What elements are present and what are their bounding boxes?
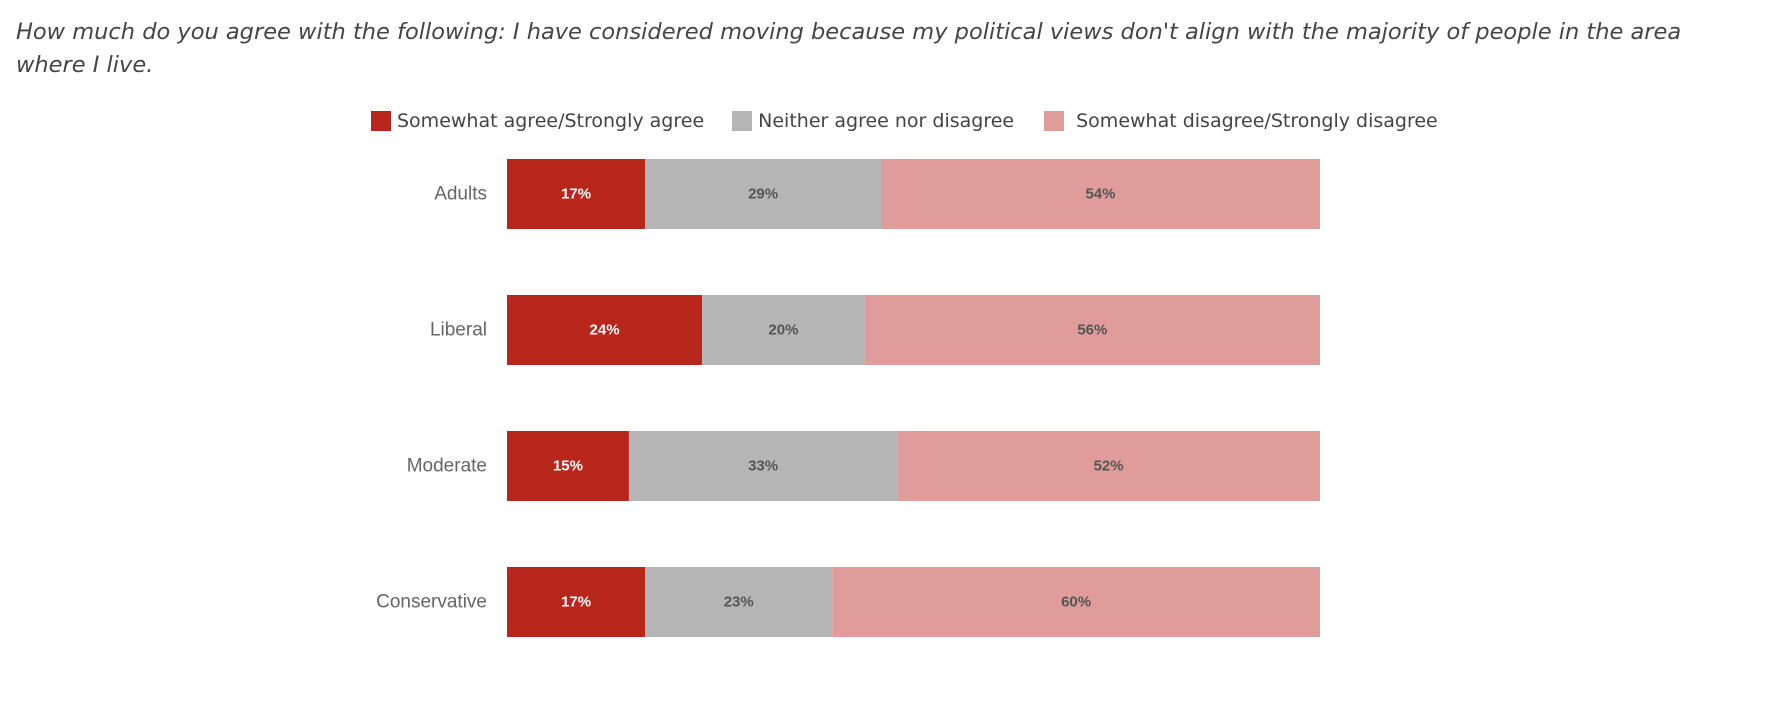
data-label-moderate-series-2: 33% <box>748 458 778 475</box>
data-label-liberal-series-3: 56% <box>1077 322 1107 339</box>
legend-label-disagree: Somewhat disagree/Strongly disagree <box>1076 110 1438 132</box>
data-label-liberal-series-1: 24% <box>590 322 620 339</box>
chart-title: How much do you agree with the following… <box>16 19 1682 78</box>
data-label-conservative-series-3: 60% <box>1061 594 1091 611</box>
data-label-adults-series-2: 29% <box>748 186 778 203</box>
legend-label-agree: Somewhat agree/Strongly agree <box>397 110 705 132</box>
category-label-conservative: Conservative <box>376 592 487 613</box>
bar-conservative-series-1 <box>507 567 646 637</box>
category-label-adults: Adults <box>434 184 487 205</box>
legend-item-neither: Neither agree nor disagree <box>732 110 1014 132</box>
data-label-conservative-series-1: 17% <box>561 594 591 611</box>
bar-adults-series-2 <box>645 159 881 229</box>
legend-swatch-agree <box>371 111 391 131</box>
data-label-adults-series-3: 54% <box>1085 186 1115 203</box>
legend-label-neither: Neither agree nor disagree <box>758 110 1015 132</box>
legend-swatch-neither <box>732 111 753 131</box>
legend-swatch-disagree <box>1044 111 1065 131</box>
category-label-moderate: Moderate <box>407 456 487 477</box>
data-label-adults-series-1: 17% <box>561 186 591 203</box>
bar-adults-series-1 <box>507 159 646 229</box>
bar-liberal-series-3 <box>864 295 1320 365</box>
data-label-moderate-series-1: 15% <box>553 458 583 475</box>
data-label-conservative-series-2: 23% <box>724 594 754 611</box>
bar-liberal-series-1 <box>507 295 703 365</box>
legend-item-disagree: Somewhat disagree/Strongly disagree <box>1044 110 1438 132</box>
legend-item-agree: Somewhat agree/Strongly agree <box>371 110 704 132</box>
category-label-liberal: Liberal <box>430 320 487 341</box>
data-label-liberal-series-2: 20% <box>768 322 798 339</box>
bar-liberal-series-2 <box>702 295 865 365</box>
data-label-moderate-series-3: 52% <box>1094 458 1124 475</box>
bar-moderate-series-3 <box>897 431 1320 501</box>
bar-conservative-series-3 <box>832 567 1320 637</box>
bar-adults-series-3 <box>880 159 1320 229</box>
chart-legend: Somewhat agree/Strongly agree Neither ag… <box>371 108 1438 134</box>
bar-moderate-series-1 <box>507 431 629 501</box>
bar-conservative-series-2 <box>645 567 833 637</box>
bar-moderate-series-2 <box>628 431 898 501</box>
